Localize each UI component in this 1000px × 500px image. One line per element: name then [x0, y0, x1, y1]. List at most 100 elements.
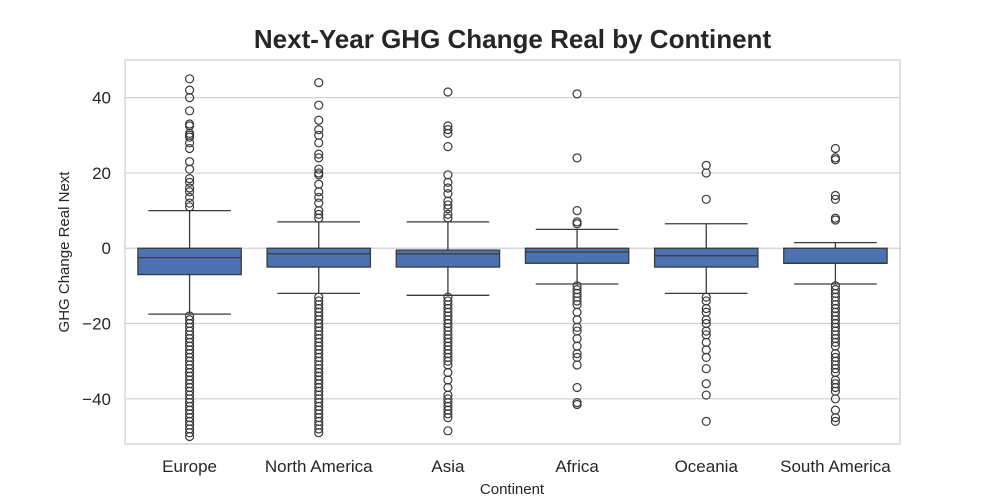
outlier-point: [701, 168, 711, 178]
outlier-point: [184, 198, 195, 208]
outlier-point: [184, 121, 195, 131]
outlier-point: [443, 204, 453, 214]
outlier-point: [701, 160, 711, 171]
outlier-point: [830, 405, 841, 415]
outlier-point: [701, 326, 711, 336]
y-tick-label: 40: [92, 89, 111, 108]
outlier-point: [314, 179, 324, 189]
outlier-point: [314, 187, 324, 197]
box-group: [524, 89, 630, 410]
outlier-point: [830, 416, 841, 427]
outlier-point: [443, 382, 453, 393]
outlier-point: [314, 138, 324, 148]
outlier-point: [314, 130, 324, 140]
outlier-point: [572, 89, 582, 99]
outlier-point: [184, 138, 195, 148]
outlier-point: [314, 198, 324, 208]
outlier-point: [701, 194, 711, 204]
x-tick-label: Africa: [555, 457, 599, 476]
x-axis-label: Continent: [480, 481, 545, 498]
outlier-point: [184, 164, 195, 174]
outlier-point: [184, 177, 195, 187]
outlier-point: [184, 183, 195, 193]
outlier-point: [443, 200, 453, 210]
outlier-point: [314, 424, 324, 434]
y-tick-label: −20: [82, 315, 111, 334]
outlier-point: [572, 296, 582, 306]
box-group: [783, 143, 888, 427]
outlier-point: [184, 157, 195, 167]
outlier-point: [184, 187, 195, 197]
outlier-point: [443, 183, 453, 193]
outlier-point: [830, 413, 841, 423]
outlier-point: [701, 352, 711, 363]
grid-lines: [125, 97, 900, 400]
outlier-point: [443, 213, 453, 223]
outlier-point: [830, 155, 841, 165]
outlier-point: [443, 409, 453, 419]
x-tick-label: Europe: [162, 457, 217, 476]
outlier-point: [572, 333, 582, 344]
outlier-point: [184, 119, 195, 129]
outlier-point: [443, 170, 453, 180]
outlier-point: [701, 292, 711, 302]
outlier-point: [701, 416, 711, 427]
outlier-point: [184, 428, 195, 438]
y-tick-label: 0: [102, 239, 111, 258]
outlier-point: [314, 192, 324, 203]
outlier-point: [830, 213, 841, 223]
box-group: [266, 77, 372, 438]
outlier-point: [830, 153, 841, 163]
outlier-point: [572, 219, 582, 229]
outlier-point: [443, 367, 453, 378]
outlier-point: [443, 413, 453, 423]
outlier-point: [184, 202, 195, 212]
outlier-point: [701, 379, 711, 389]
outlier-point: [572, 360, 582, 370]
outlier-point: [830, 364, 841, 374]
outlier-point: [443, 375, 453, 385]
outlier-point: [443, 426, 453, 436]
outlier-point: [701, 364, 711, 374]
outlier-point: [701, 390, 711, 400]
outlier-point: [701, 345, 711, 355]
outlier-point: [701, 315, 711, 325]
x-tick-label: North America: [265, 457, 373, 476]
outlier-point: [572, 315, 582, 325]
outlier-point: [314, 125, 324, 135]
y-tick-label: −40: [82, 390, 111, 409]
outlier-point: [830, 194, 841, 204]
outlier-point: [443, 87, 453, 97]
outlier-point: [314, 209, 324, 219]
outlier-point: [184, 93, 195, 103]
outlier-point: [184, 132, 195, 142]
outlier-point: [184, 130, 195, 140]
x-tick-label: Oceania: [675, 457, 739, 476]
outlier-point: [572, 217, 582, 227]
outlier-point: [572, 205, 582, 216]
outlier-point: [701, 303, 711, 314]
outlier-point: [184, 74, 195, 84]
outlier-point: [830, 394, 841, 404]
iqr-box: [266, 247, 372, 268]
x-tick-label: South America: [780, 457, 891, 476]
outlier-point: [572, 399, 582, 410]
plot-frame: [124, 59, 901, 445]
outlier-point: [184, 143, 195, 154]
y-tick-label: 20: [92, 164, 111, 183]
outlier-point: [443, 189, 453, 199]
outlier-point: [314, 153, 324, 163]
outlier-point: [184, 85, 195, 95]
outlier-point: [443, 209, 453, 219]
outlier-point: [572, 397, 582, 408]
outlier-point: [314, 77, 324, 88]
outlier-point: [830, 143, 841, 154]
chart-title: Next-Year GHG Change Real by Continent: [253, 24, 772, 54]
outlier-point: [572, 349, 582, 359]
outlier-point: [572, 307, 582, 317]
outlier-point: [314, 115, 324, 125]
outlier-point: [830, 382, 841, 393]
iqr-box: [395, 249, 501, 268]
box-group: [137, 74, 242, 442]
iqr-box: [524, 247, 630, 264]
